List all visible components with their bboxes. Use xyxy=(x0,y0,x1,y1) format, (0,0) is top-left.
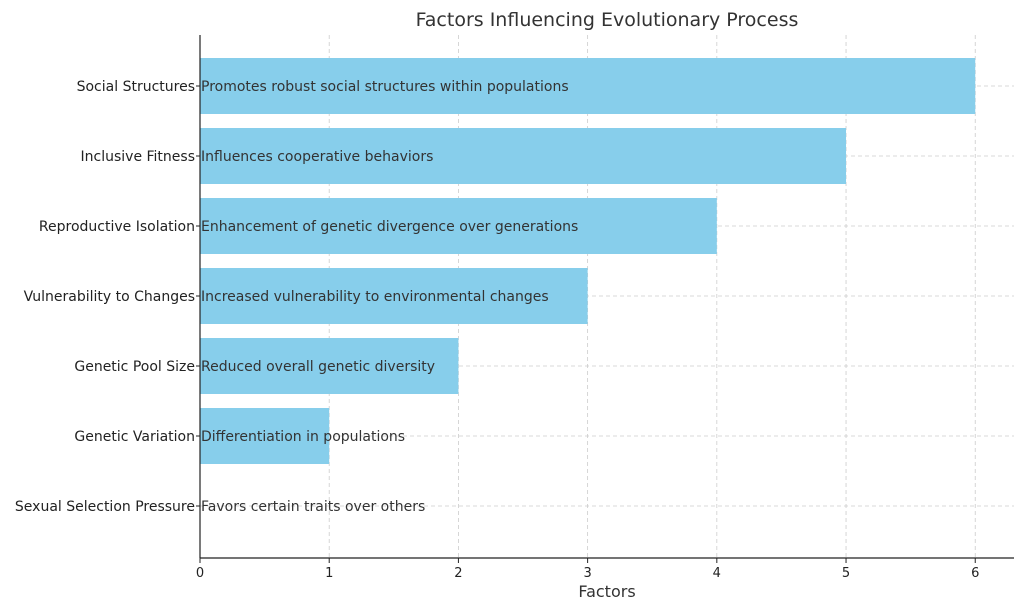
x-tick-label: 6 xyxy=(971,566,979,581)
x-tick-label: 4 xyxy=(713,566,721,581)
x-axis-label: Factors xyxy=(578,582,635,601)
x-tick-label: 0 xyxy=(196,566,204,581)
bar-annotation: Favors certain traits over others xyxy=(201,499,425,515)
bar-annotation: Promotes robust social structures within… xyxy=(201,79,569,95)
bar-annotation: Influences cooperative behaviors xyxy=(201,149,433,165)
x-tick-label: 1 xyxy=(325,566,333,581)
bar xyxy=(200,58,976,114)
bar xyxy=(200,128,847,184)
x-tick-label: 5 xyxy=(842,566,850,581)
y-tick-label: Inclusive Fitness xyxy=(81,149,195,165)
bar-annotation: Differentiation in populations xyxy=(201,429,405,445)
x-tick-label: 3 xyxy=(583,566,591,581)
bar xyxy=(200,268,588,324)
bars-layer xyxy=(200,58,976,464)
axis-layer: 0 1 2 3 4 5 6 xyxy=(196,35,1014,581)
x-tick-label: 2 xyxy=(454,566,462,581)
bar xyxy=(200,198,717,254)
y-tick-label: Genetic Pool Size xyxy=(74,359,195,375)
chart-title: Factors Influencing Evolutionary Process xyxy=(416,9,799,31)
bar-annotation: Enhancement of genetic divergence over g… xyxy=(201,219,578,235)
y-tick-label: Social Structures xyxy=(77,79,195,95)
y-tick-label: Genetic Variation xyxy=(74,429,195,445)
labels-layer: Social Structures Inclusive Fitness Reprod… xyxy=(15,79,578,515)
bar xyxy=(200,408,330,464)
y-tick-label: Vulnerability to Changes xyxy=(24,289,195,305)
y-tick-label: Sexual Selection Pressure xyxy=(15,499,195,515)
y-tick-label: Reproductive Isolation xyxy=(39,219,195,235)
bar-annotation: Increased vulnerability to environmental… xyxy=(201,289,549,305)
bar-annotation: Reduced overall genetic diversity xyxy=(201,359,435,375)
bar xyxy=(200,338,459,394)
